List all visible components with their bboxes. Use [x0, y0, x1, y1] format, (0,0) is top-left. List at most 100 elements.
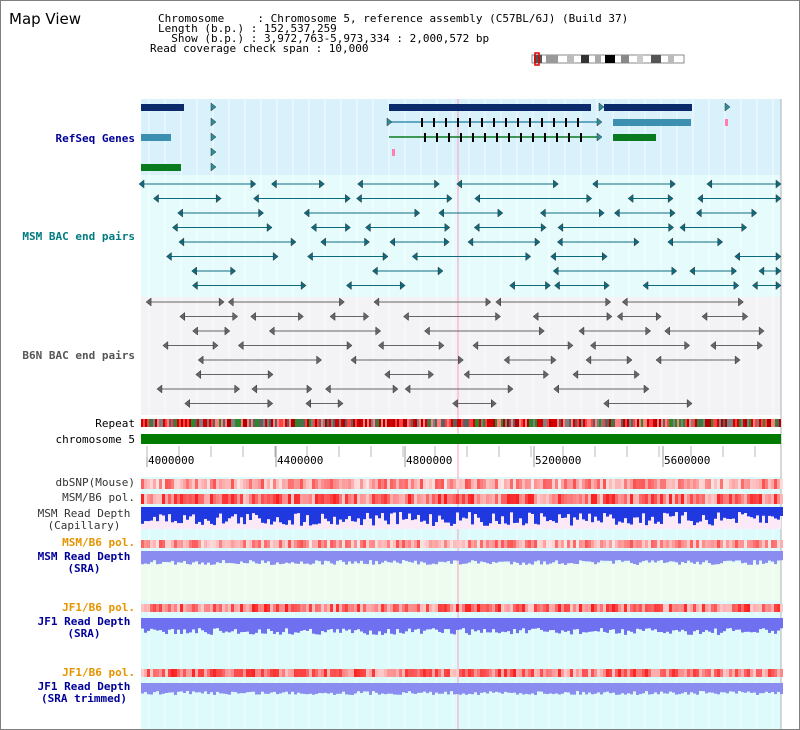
- b6n-bac-pair-end[interactable]: [392, 384, 399, 394]
- b6n-bac-pair-end[interactable]: [616, 311, 623, 322]
- msm-bac-pair-end[interactable]: [300, 280, 307, 291]
- refseq-exon[interactable]: [436, 133, 438, 142]
- b6n-bac-pair-end[interactable]: [329, 311, 336, 322]
- msm-bac-pair-end[interactable]: [437, 266, 444, 276]
- msm-bac-pair-end[interactable]: [345, 222, 351, 233]
- msm-bac-pair-end[interactable]: [467, 237, 474, 247]
- b6n-bac-pair-end[interactable]: [742, 311, 749, 322]
- msm-bac-pair-end[interactable]: [364, 237, 370, 247]
- b6n-bac-pair-end[interactable]: [590, 340, 596, 351]
- b6n-bac-pair-end[interactable]: [306, 384, 313, 394]
- b6n-bac-pair-end[interactable]: [378, 340, 384, 351]
- msm-bac-pair-end[interactable]: [290, 237, 297, 247]
- b6n-bac-pair-end[interactable]: [655, 355, 662, 365]
- b6n-bac-pair-end[interactable]: [553, 384, 559, 394]
- refseq-exon[interactable]: [577, 118, 579, 127]
- refseq-exon[interactable]: [421, 118, 423, 127]
- b6n-bac-pair-end[interactable]: [268, 326, 275, 336]
- b6n-bac-pair-end[interactable]: [738, 297, 744, 307]
- strand-arrow[interactable]: [724, 102, 731, 112]
- refseq-exon[interactable]: [448, 133, 450, 142]
- strand-arrow[interactable]: [598, 102, 605, 112]
- b6n-bac-pair-end[interactable]: [503, 355, 510, 365]
- msm-bac-pair-end[interactable]: [668, 222, 675, 233]
- refseq-exon[interactable]: [517, 118, 519, 127]
- refseq-exon[interactable]: [580, 133, 582, 142]
- b6n-bac-pair-end[interactable]: [218, 297, 225, 307]
- msm-bac-pair-end[interactable]: [557, 222, 564, 233]
- refseq-exon[interactable]: [508, 133, 510, 142]
- b6n-bac-pair-end[interactable]: [195, 369, 201, 380]
- b6n-bac-pair-end[interactable]: [485, 297, 492, 307]
- b6n-bac-pair-end[interactable]: [212, 340, 219, 351]
- b6n-bac-pair-end[interactable]: [686, 398, 693, 409]
- strand-arrow[interactable]: [596, 117, 603, 127]
- msm-bac-pair-end[interactable]: [473, 222, 480, 233]
- strand-arrow[interactable]: [386, 117, 393, 127]
- refseq-exon[interactable]: [532, 133, 534, 142]
- b6n-bac-pair-end[interactable]: [179, 311, 186, 322]
- msm-bac-pair-end[interactable]: [775, 193, 782, 204]
- msm-bac-pair-end[interactable]: [689, 266, 695, 276]
- msm-bac-pair-end[interactable]: [775, 251, 782, 262]
- refseq-gene-block[interactable]: [613, 119, 691, 126]
- msm-bac-pair-end[interactable]: [250, 179, 257, 189]
- msm-bac-pair-end[interactable]: [775, 280, 782, 291]
- msm-bac-pair-end[interactable]: [586, 193, 593, 204]
- b6n-bac-pair-end[interactable]: [655, 311, 662, 322]
- refseq-exon[interactable]: [424, 133, 426, 142]
- b6n-bac-pair-end[interactable]: [232, 311, 239, 322]
- b6n-bac-pair-end[interactable]: [757, 340, 763, 351]
- refseq-exon[interactable]: [496, 133, 498, 142]
- refseq-exon[interactable]: [445, 118, 447, 127]
- b6n-bac-pair-end[interactable]: [684, 340, 691, 351]
- msm-bac-pair-end[interactable]: [166, 251, 172, 262]
- msm-bac-pair-end[interactable]: [138, 179, 145, 189]
- b6n-bac-pair-end[interactable]: [495, 311, 501, 322]
- b6n-bac-pair-end[interactable]: [197, 355, 204, 365]
- refseq-exon[interactable]: [520, 133, 522, 142]
- refseq-exon[interactable]: [556, 133, 558, 142]
- msm-bac-pair-end[interactable]: [734, 251, 740, 262]
- refseq-exon[interactable]: [568, 133, 570, 142]
- refseq-exon[interactable]: [460, 133, 462, 142]
- msm-bac-pair-end[interactable]: [553, 179, 559, 189]
- b6n-bac-pair-end[interactable]: [472, 340, 479, 351]
- msm-bac-pair-end[interactable]: [758, 266, 765, 276]
- msm-bac-pair-end[interactable]: [525, 251, 532, 262]
- b6n-bac-pair-end[interactable]: [734, 355, 741, 365]
- b6n-bac-pair-end[interactable]: [507, 384, 514, 394]
- msm-bac-pair-end[interactable]: [446, 193, 453, 204]
- refseq-small-gene[interactable]: [392, 149, 395, 156]
- b6n-bac-pair-end[interactable]: [710, 340, 716, 351]
- b6n-bac-pair-end[interactable]: [267, 369, 274, 380]
- refseq-gene-block[interactable]: [613, 134, 656, 141]
- msm-bac-pair-end[interactable]: [474, 193, 481, 204]
- msm-bac-pair-end[interactable]: [627, 193, 634, 204]
- msm-bac-pair-end[interactable]: [345, 193, 351, 204]
- msm-bac-pair-end[interactable]: [592, 179, 598, 189]
- b6n-bac-pair-end[interactable]: [363, 311, 370, 322]
- msm-bac-pair-end[interactable]: [599, 208, 605, 218]
- msm-bac-pair-end[interactable]: [372, 266, 378, 276]
- msm-bac-pair-end[interactable]: [697, 193, 703, 204]
- msm-bac-pair-end[interactable]: [356, 193, 362, 204]
- msm-bac-pair-end[interactable]: [540, 222, 547, 233]
- refseq-exon[interactable]: [433, 118, 435, 127]
- b6n-bac-pair-end[interactable]: [550, 355, 557, 365]
- b6n-bac-pair-end[interactable]: [603, 398, 609, 409]
- b6n-bac-pair-end[interactable]: [539, 326, 545, 336]
- strand-arrow[interactable]: [210, 117, 217, 127]
- refseq-gene-block[interactable]: [141, 104, 184, 111]
- msm-bac-pair-end[interactable]: [670, 179, 676, 189]
- b6n-bac-pair-end[interactable]: [224, 326, 231, 336]
- msm-bac-pair-end[interactable]: [775, 179, 782, 189]
- b6n-bac-pair-end[interactable]: [495, 297, 501, 307]
- b6n-bac-pair-end[interactable]: [626, 355, 633, 365]
- b6n-bac-pair-end[interactable]: [491, 398, 497, 409]
- msm-bac-pair-end[interactable]: [434, 179, 440, 189]
- b6n-bac-pair-end[interactable]: [438, 340, 445, 351]
- b6n-bac-pair-end[interactable]: [543, 369, 550, 380]
- b6n-bac-pair-end[interactable]: [234, 384, 241, 394]
- msm-bac-pair-end[interactable]: [550, 251, 556, 262]
